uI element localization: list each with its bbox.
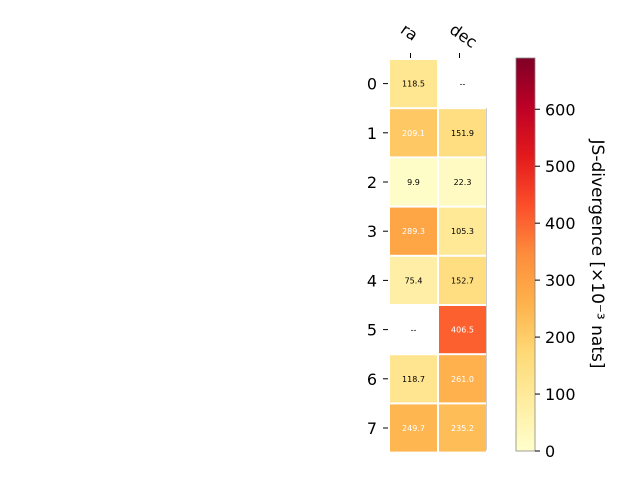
heatmap-cell [390, 404, 437, 452]
column-label: dec [446, 20, 480, 52]
row-label: 4 [367, 271, 377, 290]
cell-value-label: 151.9 [451, 129, 474, 138]
cell-value-label: 235.2 [451, 424, 474, 433]
cell-value-label: 75.4 [405, 276, 423, 285]
column-labels: ra dec [397, 20, 481, 58]
row-label: 3 [367, 222, 377, 241]
colorbar-tick-label: 0 [545, 442, 555, 461]
colorbar-label: JS-divergence [×10⁻³ nats] [587, 139, 607, 369]
heatmap-cell [439, 404, 486, 452]
colorbar-tick-label: 500 [545, 157, 576, 176]
cell-value-label: 152.7 [451, 276, 474, 285]
heatmap-cell [390, 207, 437, 255]
row-label: 7 [367, 419, 377, 438]
heatmap-cells: 118.5 -- 209.1 151.9 9.9 22.3 289.3 105.3 75.4 15… [390, 60, 486, 452]
heatmap-cell [390, 355, 437, 403]
cell-value-label: 289.3 [402, 227, 425, 236]
heatmap-cell [439, 158, 486, 206]
cell-value-label: 249.7 [402, 424, 425, 433]
row-labels: 0 1 2 3 4 5 6 7 [367, 75, 388, 438]
colorbar-tick-label: 600 [545, 100, 576, 119]
row-label: 5 [367, 321, 377, 340]
heatmap-cell [390, 256, 437, 304]
heatmap-cell [439, 256, 486, 304]
heatmap-cell [439, 109, 486, 157]
cell-value-label: 118.5 [402, 80, 425, 89]
heatmap-cell [439, 306, 486, 354]
heatmap-cell [390, 60, 437, 108]
colorbar-tick-label: 400 [545, 214, 576, 233]
row-label: 6 [367, 370, 377, 389]
cell-value-label: 261.0 [451, 375, 474, 384]
cell-value-label: -- [460, 80, 466, 89]
row-label: 0 [367, 75, 377, 94]
colorbar-tick-label: 300 [545, 271, 576, 290]
column-label: ra [397, 20, 421, 45]
heatmap-cell [439, 207, 486, 255]
colorbar-tick-label: 200 [545, 328, 576, 347]
colorbar-ticks: 0 100 200 300 400 500 600 [535, 100, 576, 461]
heatmap-cell [390, 109, 437, 157]
cell-value-label: 22.3 [454, 178, 472, 187]
colorbar-tick-label: 100 [545, 385, 576, 404]
cell-value-label: 9.9 [407, 178, 420, 187]
cell-value-label: 209.1 [402, 129, 425, 138]
colorbar: 0 100 200 300 400 500 600 JS-divergence [×10⁻³… [515, 57, 607, 461]
cell-value-label: -- [411, 326, 417, 335]
cell-value-label: 118.7 [402, 375, 425, 384]
heatmap-cell [390, 158, 437, 206]
cell-value-label: 105.3 [451, 227, 474, 236]
row-label: 2 [367, 173, 377, 192]
heatmap-cell [439, 355, 486, 403]
colorbar-gradient [515, 57, 536, 452]
cell-value-label: 406.5 [451, 326, 474, 335]
row-label: 1 [367, 124, 377, 143]
